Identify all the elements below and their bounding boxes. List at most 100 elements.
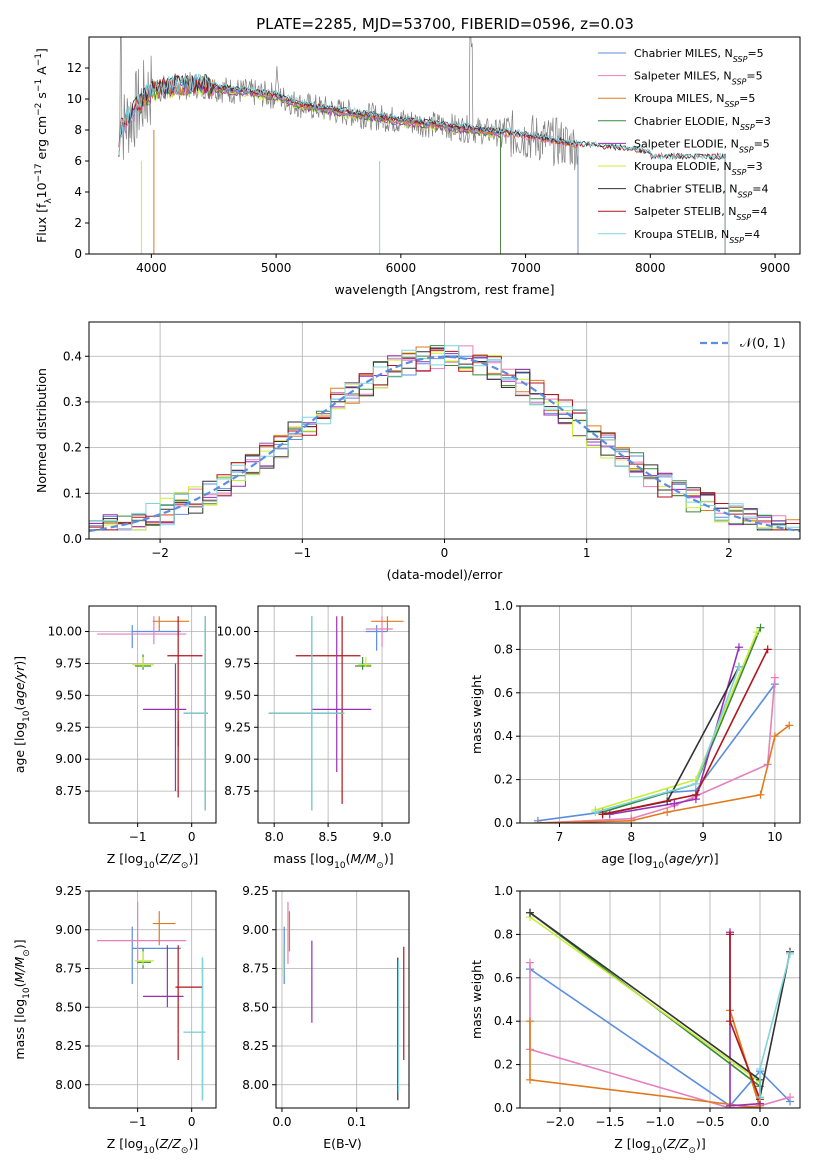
label-part: )] — [12, 656, 27, 666]
x-tick-label: −2 — [151, 546, 169, 560]
weight-marker — [526, 1017, 534, 1026]
y-tick-label: 8.25 — [242, 1039, 269, 1053]
age-Z-x-label: Z [log10(Z/Z⊙)] — [107, 851, 198, 871]
label-part: 10 — [143, 1146, 155, 1156]
plot-area — [526, 908, 794, 1108]
legend-sub: SSP — [736, 213, 751, 222]
weight-marker — [763, 645, 772, 654]
label-part: mass [log — [12, 999, 27, 1060]
weight-marker — [627, 816, 636, 823]
y-tick-label: 0.4 — [494, 729, 513, 743]
weight-marker — [756, 623, 765, 632]
label-part: age/yr — [12, 665, 27, 706]
x-tick-label: −1.5 — [595, 1115, 624, 1129]
label-part: 10 — [334, 861, 346, 871]
model-spectrum-chabrier_stelib — [118, 73, 726, 254]
x-tick-label: 2 — [725, 546, 733, 560]
axes-frame — [88, 605, 217, 824]
y-tick-label: 9.75 — [55, 656, 82, 670]
y-tick-label: 9.50 — [55, 688, 82, 702]
label-part: mass [log — [273, 851, 334, 866]
y-tick-label: 0 — [74, 247, 82, 261]
label-part: ] — [34, 48, 49, 53]
x-tick-label: 0.0 — [750, 1115, 769, 1129]
label-part: )] — [709, 851, 719, 866]
residuals-x-label: (data-model)/error — [387, 567, 504, 582]
weight-y-label: mass weight — [469, 960, 484, 1039]
x-tick-label: 0 — [188, 830, 196, 844]
mass-vs-metallicity-panel: −1 08.008.258.508.759.009.25Z [log10(Z/Z⊙… — [12, 884, 217, 1156]
legend-name: Chabrier ELODIE, N — [634, 115, 740, 128]
label-part: −1 — [34, 53, 44, 66]
x-tick-label: 4000 — [136, 261, 167, 275]
label-part: Z [log — [107, 851, 143, 866]
plot-area — [89, 345, 800, 533]
weight-marker — [591, 808, 600, 817]
axes-frame — [257, 605, 410, 824]
weight-marker — [663, 808, 672, 817]
label-part: ⊙ — [22, 949, 32, 957]
mass-vs-ebv-panel: 0.0 0.1 8.00 8.25 8.50 8.75 9.00 9.25 E(B-V) — [242, 884, 410, 1151]
y-tick-label: 0.2 — [494, 1058, 513, 1072]
axes-frame — [275, 890, 410, 1109]
weight-marker — [752, 628, 761, 637]
weight-line-salpeter_miles — [537, 677, 776, 823]
y-tick-label: 0.1 — [63, 486, 82, 500]
weight-marker — [786, 949, 794, 958]
y-tick-label: 0.0 — [63, 532, 82, 546]
label-part: 10 — [22, 710, 32, 722]
label-part: Z/Z — [159, 851, 182, 866]
y-tick-label: 9.00 — [55, 923, 82, 937]
y-tick-label: 8.75 — [55, 962, 82, 976]
x-tick-label: −2.0 — [545, 1115, 574, 1129]
legend-val: =4 — [752, 183, 768, 196]
residuals-y-label: Normed distribution — [34, 368, 49, 493]
legend-val: =5 — [754, 137, 770, 150]
y-tick-label: 2 — [74, 216, 82, 230]
legend-name: Kroupa MILES, N — [634, 92, 724, 105]
axes-frame — [88, 321, 801, 540]
y-tick-label: 8.00 — [242, 1078, 269, 1092]
spectrum-x-label: wavelength [Angstrom, rest frame] — [334, 282, 554, 297]
x-tick-label: −1 — [129, 1115, 147, 1129]
label-part: ⊙ — [688, 1146, 696, 1156]
x-tick-label: 6000 — [386, 261, 417, 275]
x-tick-label: 8.0 — [265, 830, 284, 844]
label-part: Z [log — [107, 1136, 143, 1151]
weight-marker — [786, 1093, 794, 1102]
y-tick-label: 9.25 — [55, 884, 82, 898]
weight-marker — [526, 908, 534, 917]
weight-line-kroupa_miles — [537, 724, 790, 823]
y-tick-label: 0.0 — [494, 816, 513, 830]
legend-entry: Salpeter ELODIE, NSSP=5 — [634, 137, 770, 154]
label-part: 10 — [143, 861, 155, 871]
legend-val: =3 — [746, 160, 762, 173]
x-tick-label: −0.5 — [695, 1115, 724, 1129]
y-tick-label: 8.75 — [242, 962, 269, 976]
label-part: s — [34, 92, 49, 103]
label-part: ( — [12, 706, 27, 711]
label-part: )] — [12, 939, 27, 949]
label-part: )] — [188, 1136, 198, 1151]
label-part: Z/Z — [159, 1136, 182, 1151]
x-tick-label: 8000 — [635, 261, 666, 275]
x-tick-label: 0 — [188, 1115, 196, 1129]
legend-val: =5 — [746, 70, 762, 83]
legend-entry: Kroupa STELIB, NSSP=4 — [634, 228, 760, 245]
legend-name: Salpeter MILES, N — [634, 70, 732, 83]
y-tick-label: 0.8 — [494, 642, 513, 656]
y-tick-label: 12 — [67, 61, 82, 75]
y-tick-label: 8.75 — [55, 784, 82, 798]
legend-sub: SSP — [739, 145, 754, 154]
axes-frame — [88, 890, 217, 1109]
x-tick-label: −1 — [293, 546, 311, 560]
model-spectrum-kroupa_stelib — [118, 73, 726, 254]
y-tick-label: 8.50 — [55, 1000, 82, 1014]
x-tick-label: −1 — [129, 830, 147, 844]
x-tick-label: 0.1 — [347, 1115, 366, 1129]
y-tick-label: 9.25 — [224, 720, 251, 734]
label-part: A — [34, 66, 49, 79]
mass-ebv-x-label: E(B-V) — [323, 1136, 362, 1151]
y-tick-label: 9.50 — [224, 688, 251, 702]
weight-marker — [598, 810, 607, 819]
